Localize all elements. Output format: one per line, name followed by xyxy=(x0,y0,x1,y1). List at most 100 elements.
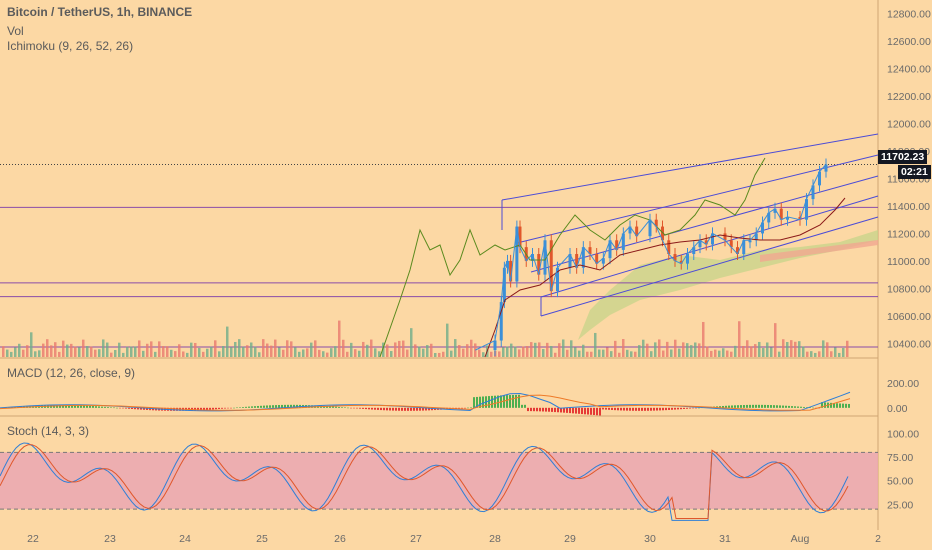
volume-bar xyxy=(726,350,729,357)
macd-hist-bar xyxy=(785,405,787,408)
price-tick: 11000.00 xyxy=(887,256,930,268)
macd-hist-bar xyxy=(542,407,544,412)
macd-hist-bar xyxy=(833,403,835,408)
kijun-line xyxy=(484,197,846,358)
ichimoku-label[interactable]: Ichimoku (9, 26, 52, 26) xyxy=(7,39,134,53)
volume-bar xyxy=(42,343,45,357)
volume-bar xyxy=(462,348,465,357)
macd-hist-bar xyxy=(722,405,724,408)
volume-bar xyxy=(830,351,833,357)
price-tick: 11200.00 xyxy=(887,228,930,240)
macd-hist-bar xyxy=(620,407,622,411)
macd-hist-bar xyxy=(173,407,175,411)
macd-hist-bar xyxy=(689,407,691,409)
macd-hist-bar xyxy=(461,407,463,409)
vol-label[interactable]: Vol xyxy=(7,24,24,38)
macd-hist-bar xyxy=(665,407,667,411)
macd-hist-bar xyxy=(752,404,754,408)
volume-bar xyxy=(738,321,741,357)
volume-bar xyxy=(566,349,569,357)
candle-body xyxy=(786,216,789,220)
volume-bar xyxy=(546,342,549,357)
macd-hist-bar xyxy=(374,407,376,410)
macd-hist-bar xyxy=(632,407,634,411)
macd-hist-bar xyxy=(563,407,565,413)
volume-bar xyxy=(350,342,353,357)
macd-hist-bar xyxy=(62,404,64,408)
candle-body xyxy=(635,226,639,237)
macd-hist-bar xyxy=(539,407,541,412)
candle-body xyxy=(499,302,503,341)
volume-bar xyxy=(466,344,469,357)
candle-body xyxy=(673,254,677,261)
macd-hist-bar xyxy=(128,407,130,409)
macd-hist-bar xyxy=(809,407,811,408)
volume-bar xyxy=(386,344,389,357)
macd-hist-bar xyxy=(626,407,628,411)
channel-line xyxy=(540,216,879,317)
volume-bar xyxy=(670,349,673,357)
macd-hist-bar xyxy=(110,407,112,408)
volume-bar xyxy=(674,339,677,357)
macd-hist-bar xyxy=(806,407,808,408)
macd-hist-bar xyxy=(719,406,721,408)
stoch-label[interactable]: Stoch (14, 3, 3) xyxy=(7,424,90,438)
macd-hist-bar xyxy=(365,407,367,410)
macd-hist-bar xyxy=(671,407,673,410)
volume-bar xyxy=(446,323,449,357)
macd-hist-bar xyxy=(791,406,793,408)
stoch-tick: 75.00 xyxy=(887,452,913,464)
volume-bar xyxy=(490,351,493,357)
volume-bar xyxy=(590,351,593,357)
macd-hist-bar xyxy=(467,407,469,409)
volume-bar xyxy=(18,343,21,357)
macd-hist-bar xyxy=(287,404,289,408)
symbol-title[interactable]: Bitcoin / TetherUS, 1h, BINANCE xyxy=(7,5,192,19)
volume-bar xyxy=(602,349,605,357)
macd-hist-bar xyxy=(206,407,208,410)
macd-hist-bar xyxy=(203,407,205,410)
macd-label[interactable]: MACD (12, 26, close, 9) xyxy=(7,366,136,380)
macd-hist-bar xyxy=(386,407,388,411)
volume-bar xyxy=(722,348,725,357)
candle-body xyxy=(509,260,513,282)
candle-body xyxy=(779,208,783,220)
macd-hist-bar xyxy=(215,407,217,410)
volume-bar xyxy=(522,346,525,357)
macd-hist-bar xyxy=(401,407,403,411)
volume-bar xyxy=(698,343,701,357)
volume-bar xyxy=(34,351,37,357)
volume-bar xyxy=(554,352,557,357)
volume-bar xyxy=(686,343,689,357)
last-price-tag: 11702.23 xyxy=(878,150,928,164)
candle-body xyxy=(667,240,671,255)
candle-body xyxy=(661,226,664,241)
candle-body xyxy=(581,247,585,268)
macd-hist-bar xyxy=(803,406,805,408)
volume-bar xyxy=(406,349,409,357)
candle-body xyxy=(608,240,612,259)
macd-hist-bar xyxy=(359,407,361,409)
macd-hist-bar xyxy=(197,407,199,411)
volume-bar xyxy=(374,348,377,357)
macd-hist-bar xyxy=(395,407,397,411)
macd-hist-bar xyxy=(269,405,271,408)
macd-hist-bar xyxy=(476,396,478,408)
candle-body xyxy=(588,247,592,255)
macd-hist-bar xyxy=(776,405,778,408)
macd-hist-bar xyxy=(236,407,238,409)
candle-body xyxy=(543,240,547,275)
volume-bar xyxy=(450,350,453,357)
volume-bar xyxy=(138,340,141,357)
macd-hist-bar xyxy=(728,405,730,408)
macd-tick: 200.00 xyxy=(887,378,919,390)
macd-hist-bar xyxy=(590,407,592,415)
macd-hist-bar xyxy=(338,406,340,408)
channel-line xyxy=(501,133,879,201)
time-tick: 31 xyxy=(719,533,731,545)
macd-hist-bar xyxy=(425,407,427,411)
macd-hist-bar xyxy=(116,407,118,409)
stoch-d-line xyxy=(0,444,849,520)
volume-bar xyxy=(390,351,393,357)
